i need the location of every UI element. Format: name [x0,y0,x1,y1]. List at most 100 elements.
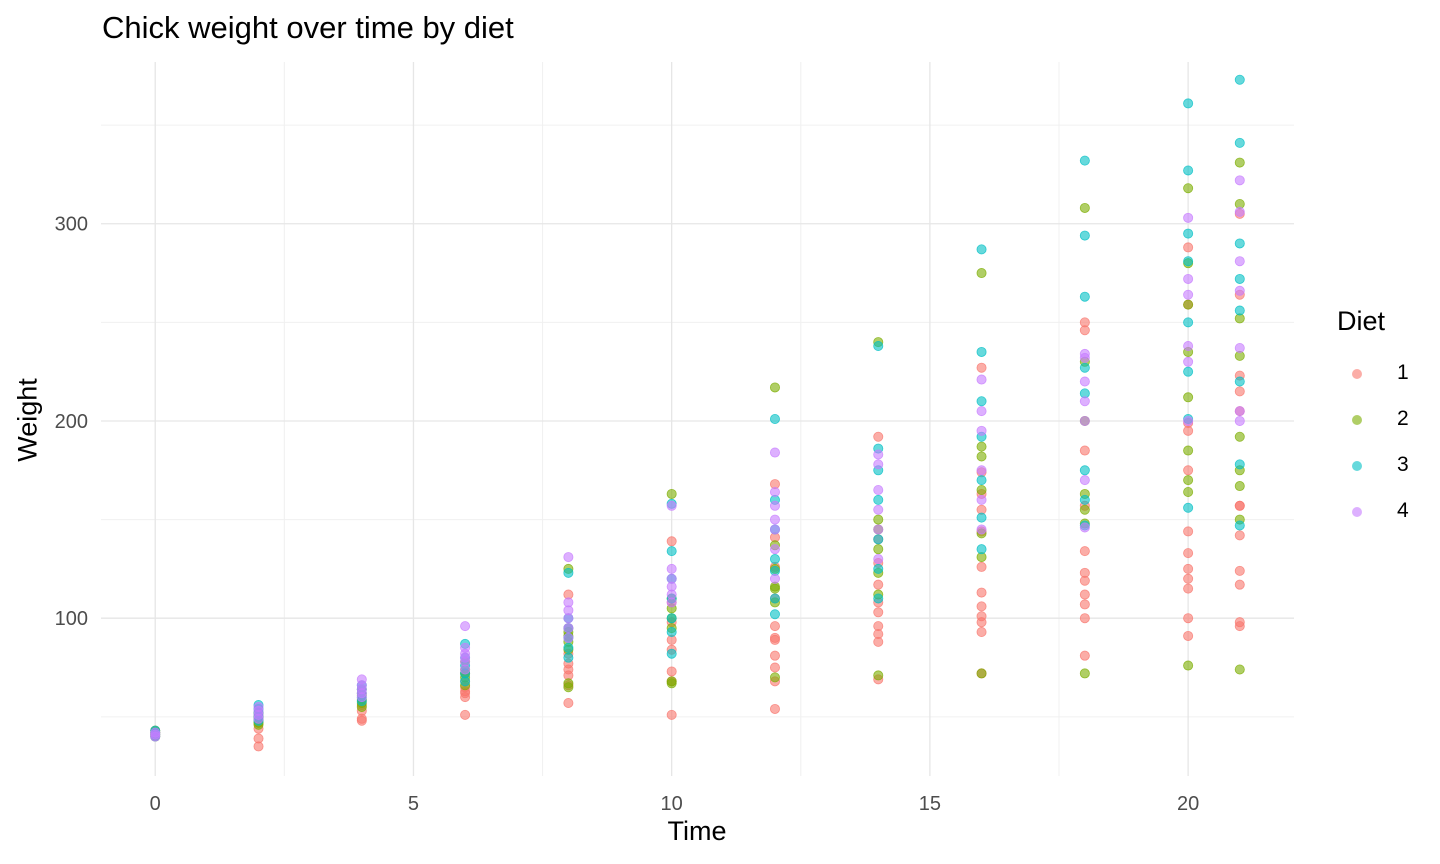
data-point-diet-1 [666,666,677,677]
data-point-diet-3 [1079,155,1090,166]
data-point-diet-4 [1079,376,1090,387]
y-axis-label: Weight [12,378,43,462]
data-point-diet-2 [1183,183,1194,194]
data-point-diet-2 [1183,475,1194,486]
data-point-diet-3 [976,244,987,255]
data-point-diet-3 [563,652,574,663]
data-point-diet-4 [1183,212,1194,223]
data-point-diet-2 [1183,486,1194,497]
data-point-diet-1 [1079,445,1090,456]
data-point-diet-1 [563,698,574,709]
data-point-diet-4 [1183,356,1194,367]
data-point-diet-3 [1234,273,1245,284]
data-point-diet-3 [1079,291,1090,302]
data-point-diet-4 [666,563,677,574]
legend-item-diet-2: 2 [1337,407,1427,437]
data-point-diet-2 [769,672,780,683]
data-point-diet-2 [873,514,884,525]
data-point-diet-3 [1183,317,1194,328]
data-point-diet-1 [769,662,780,673]
data-point-diet-4 [563,623,574,634]
data-point-diet-1 [1234,530,1245,541]
data-point-diet-2 [769,382,780,393]
data-point-diet-4 [873,485,884,496]
data-point-diet-4 [1234,285,1245,296]
data-point-diet-1 [976,627,987,638]
data-point-diet-1 [1183,465,1194,476]
legend-swatch [1352,369,1362,379]
data-point-diet-3 [1079,230,1090,241]
data-point-diet-1 [976,587,987,598]
data-point-diet-2 [1183,392,1194,403]
data-point-diet-1 [976,611,987,622]
data-point-diet-2 [666,488,677,499]
data-point-diet-3 [1234,459,1245,470]
data-point-diet-3 [1234,520,1245,531]
data-point-diet-3 [769,554,780,565]
data-point-diet-3 [1183,502,1194,513]
data-point-diet-4 [769,524,780,535]
data-point-diet-2 [976,451,987,462]
data-point-diet-4 [976,465,987,476]
data-point-diet-1 [1183,526,1194,537]
data-point-diet-3 [1079,494,1090,505]
y-axis-ticks: 100 200 300 [55,214,88,630]
data-point-diet-4 [873,449,884,460]
x-axis-ticks: 0 5 10 15 20 [150,793,1200,815]
data-point-diet-2 [563,678,574,689]
data-point-diet-1 [1234,617,1245,628]
data-point-diet-4 [563,632,574,643]
data-point-diet-1 [1183,548,1194,559]
legend-swatch [1352,415,1362,425]
data-point-diet-4 [1079,348,1090,359]
data-point-diet-4 [769,447,780,458]
data-point-diet-3 [1234,74,1245,85]
data-point-diet-1 [1234,565,1245,576]
data-point-diet-1 [1079,589,1090,600]
data-point-diet-4 [1079,475,1090,486]
data-point-diet-3 [1183,366,1194,377]
legend-label: 2 [1397,407,1409,430]
legend-item-diet-4: 4 [1337,499,1427,529]
x-tick-label: 15 [919,793,941,815]
data-point-diet-3 [666,648,677,659]
data-point-diet-4 [1234,342,1245,353]
x-tick-label: 10 [661,793,683,815]
data-point-diet-3 [666,546,677,557]
data-point-diet-4 [666,573,677,584]
data-point-diet-4 [1183,289,1194,300]
data-point-diet-4 [1234,175,1245,186]
data-point-diet-3 [1234,137,1245,148]
data-point-diet-4 [769,500,780,511]
data-point-diet-4 [563,552,574,563]
y-tick-label: 200 [55,411,88,433]
data-point-diet-4 [666,500,677,511]
data-point-diet-1 [460,709,471,720]
data-point-diet-4 [873,504,884,515]
data-point-diet-4 [976,406,987,417]
data-point-diet-1 [1183,630,1194,641]
y-tick-label: 100 [55,608,88,630]
data-point-diet-1 [873,431,884,442]
data-point-diet-4 [1079,415,1090,426]
data-point-diet-3 [769,609,780,620]
data-point-diet-1 [976,362,987,373]
data-point-diet-1 [873,621,884,632]
data-point-diet-1 [1183,563,1194,574]
data-point-diet-3 [873,593,884,604]
data-point-diet-3 [1079,465,1090,476]
data-point-diet-4 [769,486,780,497]
data-point-diet-4 [1234,206,1245,217]
data-point-diet-4 [1234,256,1245,267]
data-point-diet-1 [666,536,677,547]
data-point-diet-3 [1183,98,1194,109]
data-point-diet-4 [873,554,884,565]
data-point-diet-1 [873,579,884,590]
data-point-diet-1 [1079,650,1090,661]
data-point-diet-3 [873,494,884,505]
data-point-diet-2 [1234,481,1245,492]
data-point-diet-4 [1079,522,1090,533]
data-point-diet-3 [976,346,987,357]
data-point-diet-4 [976,425,987,436]
